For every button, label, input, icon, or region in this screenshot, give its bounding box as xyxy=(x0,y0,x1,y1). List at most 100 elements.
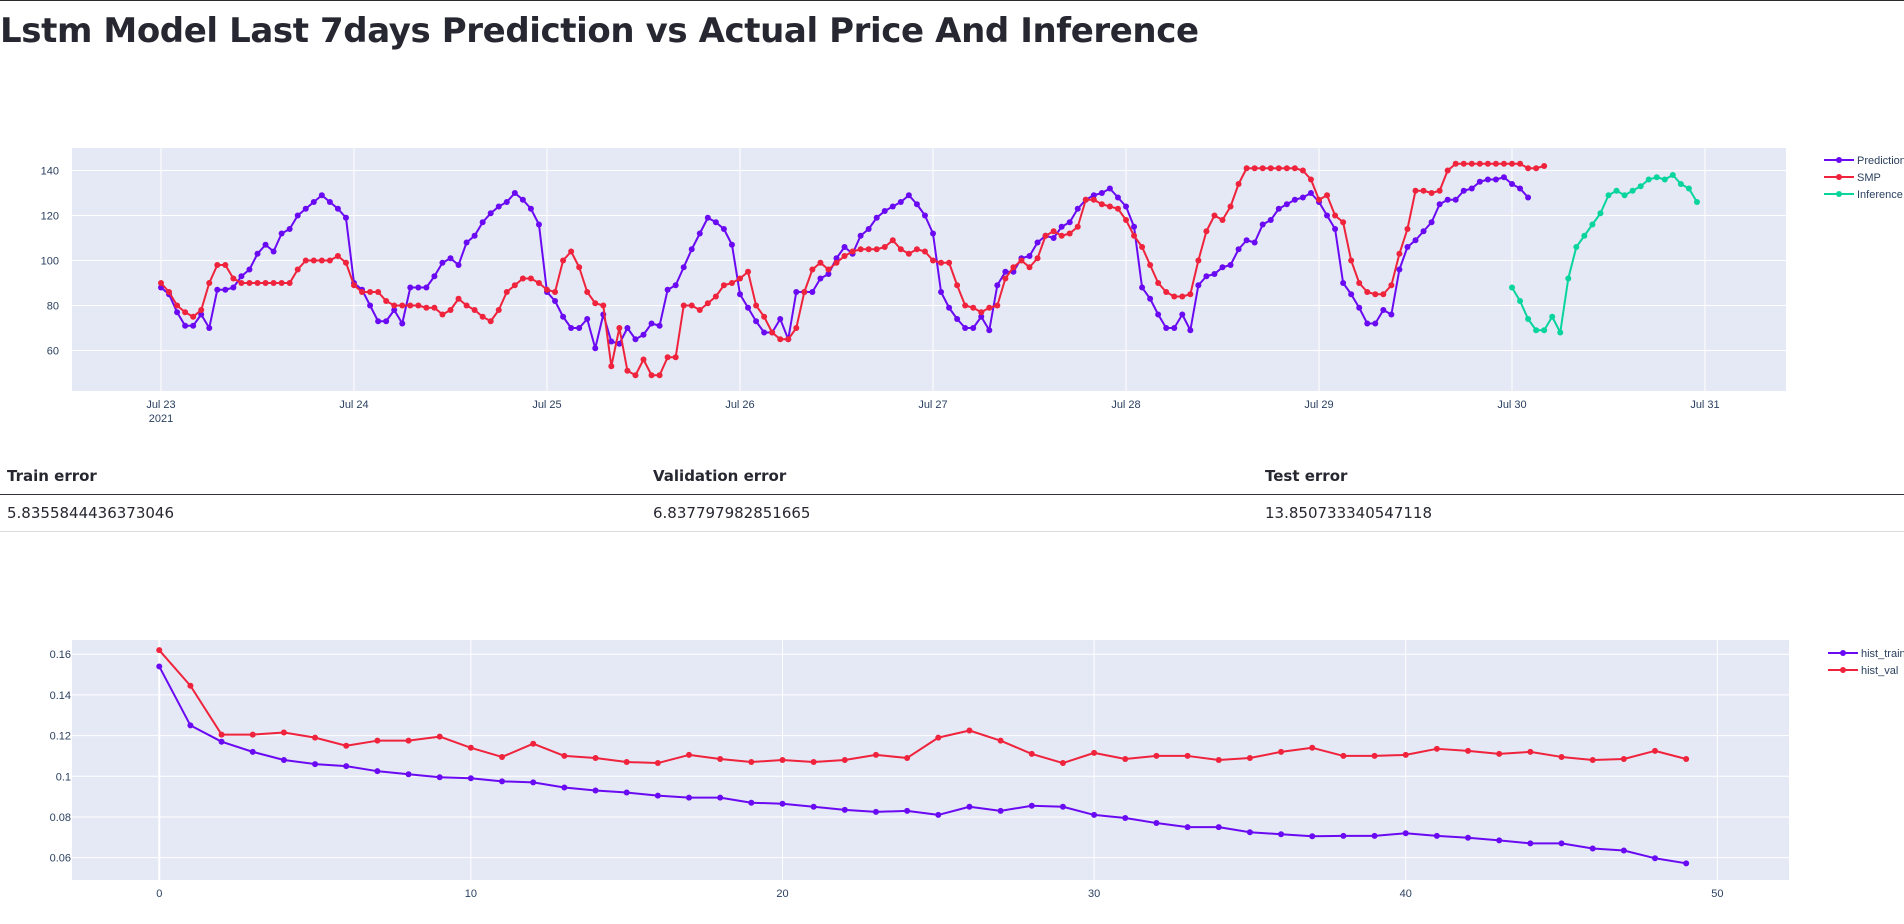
data-point xyxy=(1436,187,1443,194)
data-point xyxy=(423,284,430,291)
data-point xyxy=(1444,167,1451,174)
data-point xyxy=(748,799,755,806)
data-point xyxy=(222,286,229,293)
data-point xyxy=(1098,201,1105,208)
data-point xyxy=(1356,304,1363,311)
data-point xyxy=(230,275,237,282)
top-border xyxy=(0,0,1904,1)
data-point xyxy=(286,280,293,286)
data-point xyxy=(1661,176,1668,183)
data-point xyxy=(187,682,194,689)
data-point xyxy=(954,316,961,322)
data-point xyxy=(592,300,599,307)
data-point xyxy=(640,356,647,363)
data-point xyxy=(624,325,631,331)
data-point xyxy=(921,212,928,219)
data-point xyxy=(664,286,671,293)
data-point xyxy=(1106,185,1113,192)
data-point xyxy=(1098,190,1105,196)
data-point xyxy=(1184,824,1191,831)
data-point xyxy=(810,803,817,810)
data-point xyxy=(825,266,832,273)
data-point xyxy=(1436,201,1443,208)
data-point xyxy=(712,293,719,300)
data-point xyxy=(415,284,422,291)
y-tick-label: 0.06 xyxy=(50,853,71,865)
plot-area xyxy=(72,148,1786,391)
data-point xyxy=(467,744,474,751)
data-point xyxy=(1581,232,1588,239)
data-point xyxy=(1364,289,1371,295)
data-point xyxy=(1404,226,1411,232)
data-point xyxy=(310,257,317,264)
data-point xyxy=(1527,748,1534,755)
data-point xyxy=(1653,174,1660,181)
data-point xyxy=(872,751,879,758)
data-point xyxy=(499,753,506,760)
data-point xyxy=(535,280,542,286)
x-tick-label: Jul 31 xyxy=(1690,399,1719,411)
data-point xyxy=(318,192,325,199)
data-point xyxy=(1002,268,1009,275)
data-point xyxy=(463,302,470,309)
x-tick-label: Jul 30 xyxy=(1497,399,1526,411)
data-point xyxy=(1203,273,1210,280)
data-point xyxy=(994,282,1001,289)
data-point xyxy=(720,282,727,289)
data-point xyxy=(1114,205,1121,212)
data-point xyxy=(817,259,824,266)
data-point xyxy=(1278,831,1285,838)
data-point xyxy=(685,751,692,758)
data-point xyxy=(1509,181,1515,187)
data-point xyxy=(1123,217,1129,223)
data-point xyxy=(954,282,961,289)
data-point xyxy=(970,325,977,331)
data-point xyxy=(1652,855,1659,862)
data-point xyxy=(391,302,398,309)
data-point xyxy=(865,226,872,232)
data-point xyxy=(1034,239,1041,246)
data-point xyxy=(182,309,189,316)
x-tick-year-label: 2021 xyxy=(149,413,173,425)
data-point xyxy=(1090,192,1097,199)
data-point xyxy=(405,771,412,778)
data-point xyxy=(717,755,724,762)
data-point xyxy=(511,282,518,289)
data-point xyxy=(873,214,880,221)
data-point xyxy=(717,794,724,801)
data-point xyxy=(664,354,671,361)
data-point xyxy=(938,289,945,295)
data-point xyxy=(343,763,350,770)
data-point xyxy=(696,307,703,313)
data-point xyxy=(761,313,768,320)
data-point xyxy=(1283,165,1290,172)
data-point xyxy=(302,257,309,264)
data-point xyxy=(966,803,973,810)
data-point xyxy=(592,754,599,761)
data-point xyxy=(1131,232,1138,239)
data-point xyxy=(1645,176,1652,183)
data-point xyxy=(447,307,454,313)
data-point xyxy=(1541,327,1548,334)
data-point xyxy=(849,248,856,255)
data-point xyxy=(872,808,879,815)
data-point xyxy=(1620,847,1627,854)
data-point xyxy=(1139,284,1146,291)
data-point xyxy=(1235,246,1242,253)
data-point xyxy=(431,273,438,280)
data-point xyxy=(753,302,760,309)
y-tick-label: 0.12 xyxy=(50,731,71,743)
test-error-value: 13.850733340547118 xyxy=(1265,504,1433,522)
data-point xyxy=(487,318,494,325)
data-point xyxy=(1259,221,1266,228)
data-point xyxy=(1412,187,1419,194)
data-point xyxy=(873,246,880,253)
data-point xyxy=(688,246,695,253)
data-point xyxy=(568,248,575,255)
data-point xyxy=(1340,832,1347,839)
x-tick-label: 20 xyxy=(776,888,788,900)
data-point xyxy=(1153,820,1160,827)
data-point xyxy=(1091,749,1098,756)
validation-error-header: Validation error xyxy=(653,467,787,485)
y-tick-label: 0.14 xyxy=(50,690,71,702)
